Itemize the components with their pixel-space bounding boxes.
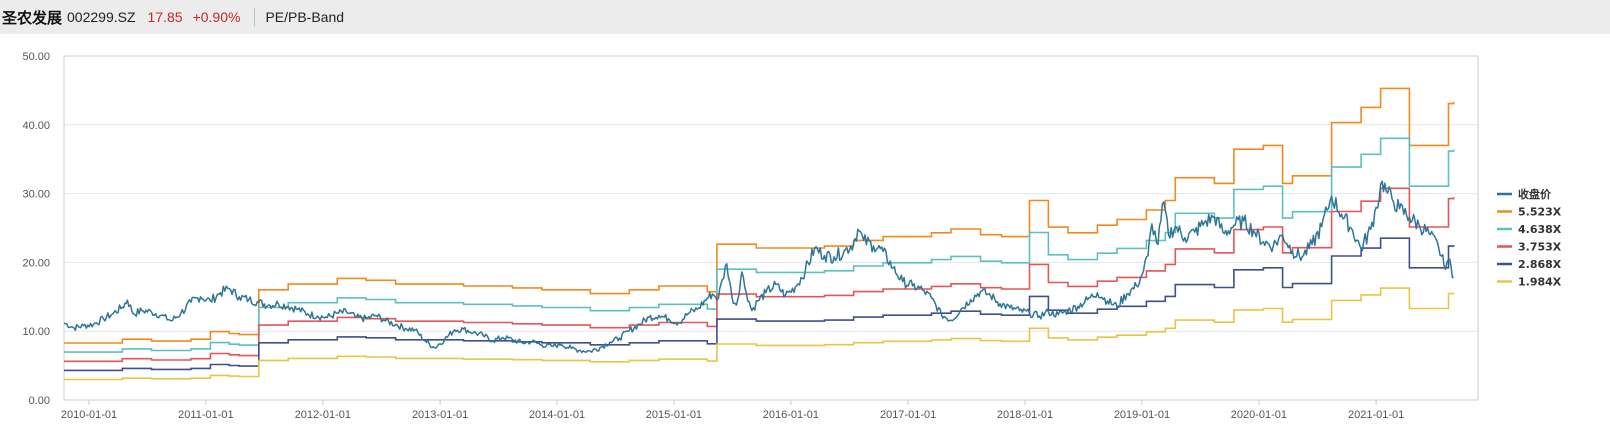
stock-header: 圣农发展 002299.SZ 17.85 +0.90% PE/PB-Band [0, 0, 1610, 34]
x-tick-label: 2019-01-01 [1114, 409, 1170, 421]
x-tick-label: 2014-01-01 [529, 409, 585, 421]
stock-name: 圣农发展 [2, 9, 63, 27]
legend-item[interactable]: 5.523X [1497, 206, 1562, 219]
y-tick-label: 0.00 [29, 395, 50, 407]
x-tick-label: 2013-01-01 [412, 409, 468, 421]
legend-label: 3.753X [1518, 241, 1562, 254]
legend-item[interactable]: 3.753X [1497, 241, 1562, 254]
close-price-series [63, 180, 1454, 354]
legend[interactable]: 收盘价 5.523X 4.638X 3.753X 2.868X 1.984X [1497, 187, 1562, 289]
header-divider [254, 8, 256, 26]
y-tick-label: 20.00 [22, 257, 50, 269]
x-tick-label: 2012-01-01 [295, 409, 351, 421]
plot-frame [63, 55, 1479, 401]
x-tick-label: 2021-01-01 [1348, 409, 1404, 421]
stock-price: 17.85 [147, 9, 183, 25]
band-line-1-984x [64, 287, 1455, 381]
y-tick-label: 30.00 [22, 189, 50, 201]
legend-item[interactable]: 收盘价 [1497, 187, 1552, 201]
x-tick-label: 2010-01-01 [61, 409, 117, 421]
y-tick-label: 40.00 [22, 120, 50, 132]
legend-label: 收盘价 [1518, 187, 1552, 201]
band-line-2-868x [64, 237, 1455, 372]
x-tick-label: 2015-01-01 [646, 409, 702, 421]
legend-label: 2.868X [1518, 258, 1562, 271]
x-axis: 2010-01-01 2011-01-01 2012-01-01 2013-01-01… [61, 400, 1404, 421]
legend-label: 5.523X [1518, 206, 1562, 219]
legend-item[interactable]: 4.638X [1497, 223, 1562, 236]
close-price-line [63, 180, 1454, 354]
legend-item[interactable]: 2.868X [1497, 258, 1562, 271]
band-type-label: PE/PB-Band [265, 9, 345, 25]
y-tick-label: 10.00 [22, 326, 50, 338]
x-tick-label: 2020-01-01 [1231, 409, 1287, 421]
legend-item[interactable]: 1.984X [1497, 276, 1562, 289]
x-tick-label: 2018-01-01 [997, 409, 1053, 421]
x-tick-label: 2017-01-01 [880, 409, 936, 421]
band-line-4-638x [64, 137, 1455, 353]
x-tick-label: 2011-01-01 [178, 409, 233, 421]
legend-label: 1.984X [1518, 276, 1562, 289]
y-axis: 0.00 10.00 20.00 30.00 40.00 50.00 [22, 51, 50, 407]
legend-label: 4.638X [1518, 223, 1562, 236]
band-line-5-523x [64, 87, 1455, 344]
y-tick-label: 50.00 [22, 51, 50, 63]
x-tick-label: 2016-01-01 [763, 409, 819, 421]
stock-code: 002299.SZ [67, 9, 136, 25]
grid-lines [64, 55, 1478, 401]
band-line-3-753x [64, 187, 1455, 363]
band-lines [64, 87, 1455, 381]
stock-change: +0.90% [192, 9, 241, 25]
